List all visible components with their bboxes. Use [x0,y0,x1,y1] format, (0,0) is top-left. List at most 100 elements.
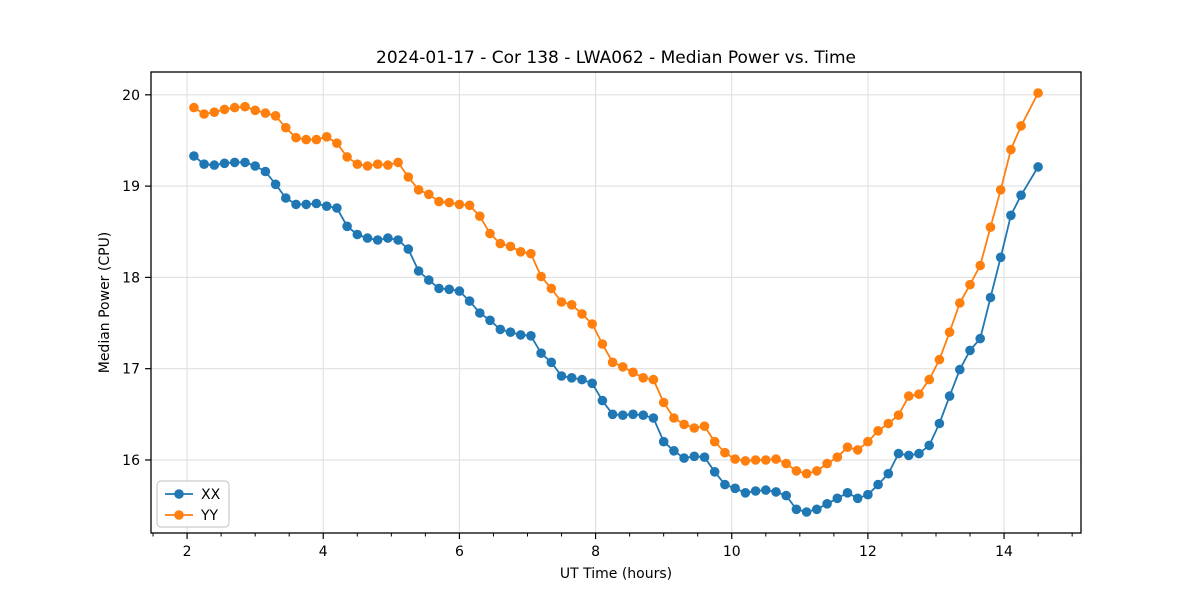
series-XX-point [750,486,761,496]
series-XX-point [863,489,873,500]
series-YY-point [566,300,577,310]
x-tick-label: 8 [591,544,600,560]
series-YY-point [669,413,679,423]
series-XX-point [546,357,557,368]
series-YY-point [914,389,924,400]
series-XX-point [515,330,526,340]
series-YY-point [1016,121,1026,131]
legend-label-YY: YY [200,508,219,524]
series-YY-point [526,248,536,259]
series-XX-point [383,233,393,243]
series-YY-point [189,102,199,113]
legend-marker-YY [174,510,184,520]
series-XX-point [883,468,894,479]
series-XX-point [893,448,904,459]
series-YY-point [995,185,1006,195]
series-YY-point [393,157,403,168]
series-XX-point [955,364,965,375]
series-YY-point [965,279,975,290]
series-XX-point [812,504,822,515]
series-XX-point [822,499,832,509]
series-XX-point [332,203,342,213]
series-XX-point [720,479,730,490]
series-YY-point [301,134,312,145]
series-YY-point [229,102,240,113]
series-XX-point [219,158,230,169]
series-XX-point [321,201,332,211]
series-YY-point [985,222,996,232]
series-XX-point [301,199,312,210]
series-XX-point [229,157,240,168]
series-YY-point [944,327,955,338]
series-XX-point [628,409,638,420]
x-tick-label: 6 [455,544,464,560]
legend-marker-XX [174,489,184,499]
series-XX-point [975,333,985,344]
series-YY-point [832,452,843,463]
series-YY-point [250,105,260,116]
series-YY-point [454,199,465,210]
series-XX-point [934,418,945,429]
series-XX-point [270,179,281,190]
series-XX-point [281,193,291,203]
series-YY-point [730,454,740,464]
series-YY-point [495,238,506,249]
series-YY-point [720,447,730,458]
series-XX-point [873,479,883,490]
chart-title: 2024-01-17 - Cor 138 - LWA062 - Median P… [376,48,856,68]
series-XX-point [771,487,781,497]
series-XX-point [607,409,618,420]
y-tick-label: 17 [122,362,140,378]
series-XX-point [944,391,955,401]
series-YY-point [628,367,638,378]
series-YY-point [556,297,567,307]
series-XX-point [801,507,812,517]
series-YY-point [270,111,281,121]
plot-area-border [150,71,1082,534]
series-YY-point [485,228,495,239]
series-YY-point [863,436,873,447]
series-YY-point [771,454,781,464]
series-YY-point [281,122,291,133]
series-YY-point [904,391,914,401]
series-XX-point [444,284,455,295]
series-YY-point [852,445,863,455]
series-YY-point [842,442,853,453]
series-XX-point [536,348,546,359]
y-axis-label: Median Power (CPU) [97,232,113,374]
series-XX-point [618,410,628,421]
series-XX-point [311,198,322,209]
series-YY-point [260,108,271,118]
series-YY-point [577,309,587,319]
series-YY-point [515,247,526,257]
y-tick-label: 20 [122,88,140,104]
series-XX-point [904,450,914,461]
series-XX-point [914,448,924,459]
series-YY-point [822,458,832,469]
series-XX-point [587,378,597,389]
series-YY-point [812,466,822,476]
series-XX-point [1006,210,1016,221]
series-XX-point [362,233,373,243]
series-XX-point [250,161,260,171]
series-XX-point [924,440,934,451]
series-YY-point [587,319,597,329]
series-XX-point [393,235,403,245]
series-YY-point [332,138,342,148]
series-YY-point [311,134,322,145]
series-YY-point [536,271,546,282]
series-XX-point [495,324,506,335]
series-XX-point [985,292,996,303]
series-YY-point [383,160,393,170]
series-YY-point [781,458,791,469]
series-XX-point [709,467,720,477]
series-YY-point [648,374,659,385]
series-XX-point [1016,190,1026,200]
series-XX-point [740,488,751,498]
series-XX-point [577,374,587,385]
series-XX-point [679,453,689,463]
series-XX-point [526,331,536,341]
series-XX-point [464,296,475,306]
series-XX-point [761,485,771,495]
series-XX-point [1033,162,1043,172]
